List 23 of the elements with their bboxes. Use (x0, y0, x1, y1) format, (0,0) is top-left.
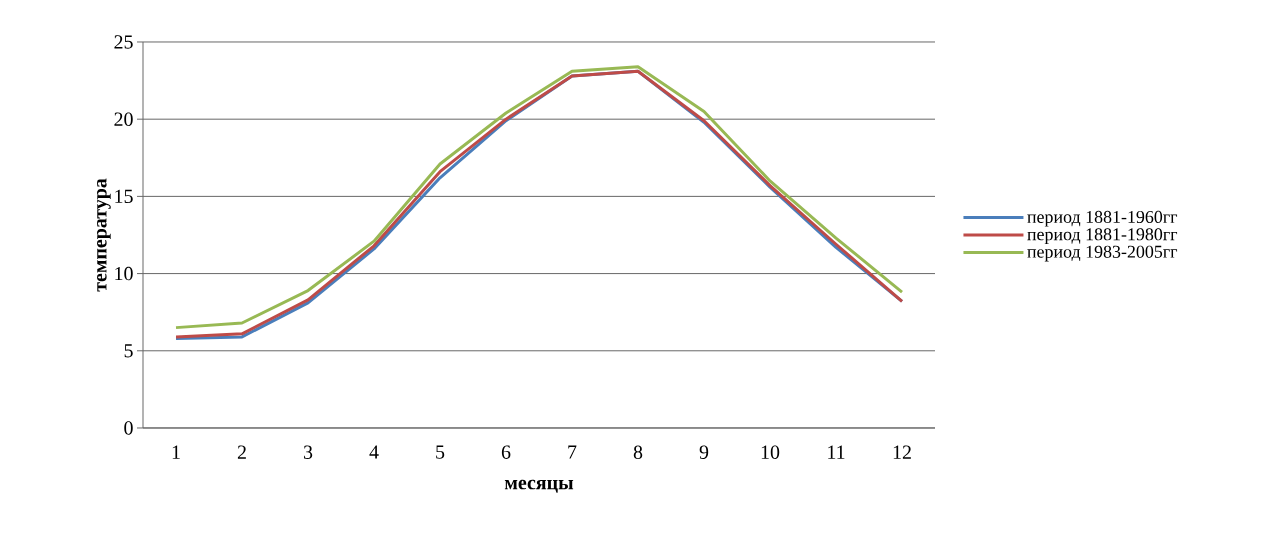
x-tick-label: 1 (172, 445, 180, 459)
x-tick-label: 5 (436, 445, 445, 459)
y-tick-label: 20 (114, 112, 133, 126)
x-tick-label: 11 (828, 445, 845, 459)
x-tick-label: 9 (699, 445, 709, 459)
x-tick-label: 7 (568, 445, 577, 459)
x-tick-label: 3 (303, 445, 313, 459)
y-tick-label: 25 (114, 35, 133, 49)
x-tick-label: 8 (633, 445, 643, 459)
x-tick-label: 6 (501, 445, 511, 459)
x-tick-label: 4 (369, 445, 379, 459)
legend-label: период 1983-2005гг (1027, 245, 1178, 262)
y-tick-label: 10 (115, 266, 133, 281)
y-axis-title: температура (97, 178, 111, 292)
x-tick-label: 10 (761, 445, 780, 459)
legend-label: период 1881-1980гг (1027, 228, 1178, 245)
y-tick-label: 5 (124, 344, 133, 358)
x-tick-label: 2 (237, 445, 246, 459)
y-tick-label: 15 (115, 189, 133, 204)
y-tick-label: 0 (124, 421, 133, 435)
x-tick-label: 12 (893, 445, 911, 459)
legend-label: период 1881-1960гг (1027, 210, 1178, 227)
x-axis-title: месяцы (504, 479, 574, 493)
